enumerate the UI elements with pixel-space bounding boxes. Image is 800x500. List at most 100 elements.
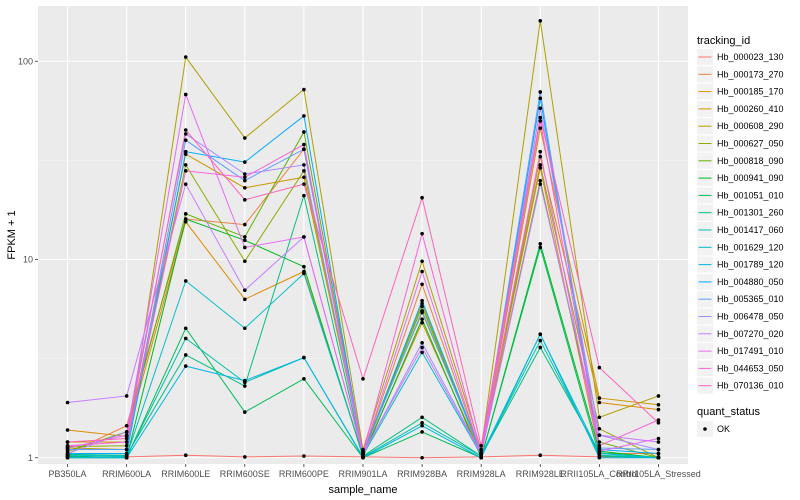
data-point [420,341,424,345]
x-tick-label: RRII105LA_Control [560,469,638,479]
data-point [479,450,483,455]
data-point [597,443,602,448]
data-point [183,138,188,142]
x-tick-label: PB350LA [49,469,87,479]
data-point [302,235,306,239]
data-point [597,396,602,400]
data-point [124,430,129,434]
data-point [597,449,602,453]
data-point [420,455,424,460]
legend-label: Hb_000941_090 [717,173,784,183]
data-point [597,455,602,460]
legend-point-ok [703,427,707,431]
data-point [183,279,188,283]
x-tick-label: RRIM600PE [279,469,329,479]
data-point [302,175,306,180]
data-point [538,166,543,170]
y-axis: 1 10 100 [18,56,38,463]
x-axis-title: sample_name [328,484,397,496]
data-point [420,304,424,309]
legend-label: Hb_001417_060 [717,225,784,235]
legend-label: Hb_000608_290 [717,121,784,131]
data-point [183,212,188,216]
data-point [420,309,424,313]
data-point [65,400,70,405]
data-point [65,451,70,456]
data-point [302,271,306,276]
data-point [538,154,543,159]
data-point [183,364,188,368]
data-point [183,453,188,458]
x-axis: PB350LA RRIM600LA RRIM600LE RRIM600SE RRIM60… [49,464,701,479]
data-point [656,421,661,425]
data-point [597,433,602,437]
data-point [538,96,543,101]
data-point [597,426,602,431]
legend: tracking_id Hb_000023_130Hb_000173_270Hb… [697,35,784,437]
data-point [302,169,306,173]
data-point [183,55,188,59]
legend-label-ok: OK [717,424,730,434]
data-point [302,377,306,381]
data-point [420,345,424,350]
series-points [65,19,661,460]
data-point [656,402,661,407]
y-tick-label: 100 [18,56,33,66]
data-point [124,451,129,456]
data-point [538,126,543,130]
data-point [124,394,129,398]
data-point [243,384,247,388]
data-point [656,451,661,456]
data-point [420,415,424,420]
data-point [302,182,306,186]
x-tick-label: RRIM928LE [516,469,565,479]
x-tick-label: RRIM928BA [397,469,447,479]
data-point [538,115,543,120]
data-point [538,119,543,123]
y-axis-title: FPKM + 1 [6,210,18,259]
legend-label: Hb_001629_120 [717,242,784,252]
data-point [538,242,543,246]
data-point [420,195,424,200]
data-point [361,377,365,381]
data-point [65,443,70,448]
data-point [538,332,543,337]
legend-title-tracking-id: tracking_id [697,35,750,47]
data-point [656,447,661,452]
legend-label: Hb_000173_270 [717,69,784,79]
data-point [656,394,661,398]
data-point [243,410,247,414]
data-point [183,326,188,331]
data-point [302,454,306,458]
data-point [243,222,247,227]
data-point [302,355,306,360]
data-point [243,198,247,202]
data-point [124,433,129,437]
data-point [361,455,365,460]
data-point [183,217,188,221]
data-point [183,92,188,97]
data-point [538,178,543,183]
data-point [420,350,424,355]
data-point [183,169,188,173]
data-point [361,450,365,455]
data-point [420,259,424,264]
legend-label: Hb_005365_010 [717,294,784,304]
data-point [302,193,306,198]
data-point [302,142,306,147]
data-point [420,320,424,325]
data-point [302,87,306,92]
data-point [183,353,188,357]
data-point [302,264,306,269]
legend-label: Hb_070136_010 [717,381,784,391]
data-point [302,130,306,134]
data-point [183,132,188,136]
data-point [65,455,70,460]
data-point [538,345,543,350]
data-point [656,418,661,422]
data-point [124,423,129,428]
data-point [479,443,483,448]
data-point [597,400,602,405]
data-point [656,436,661,441]
